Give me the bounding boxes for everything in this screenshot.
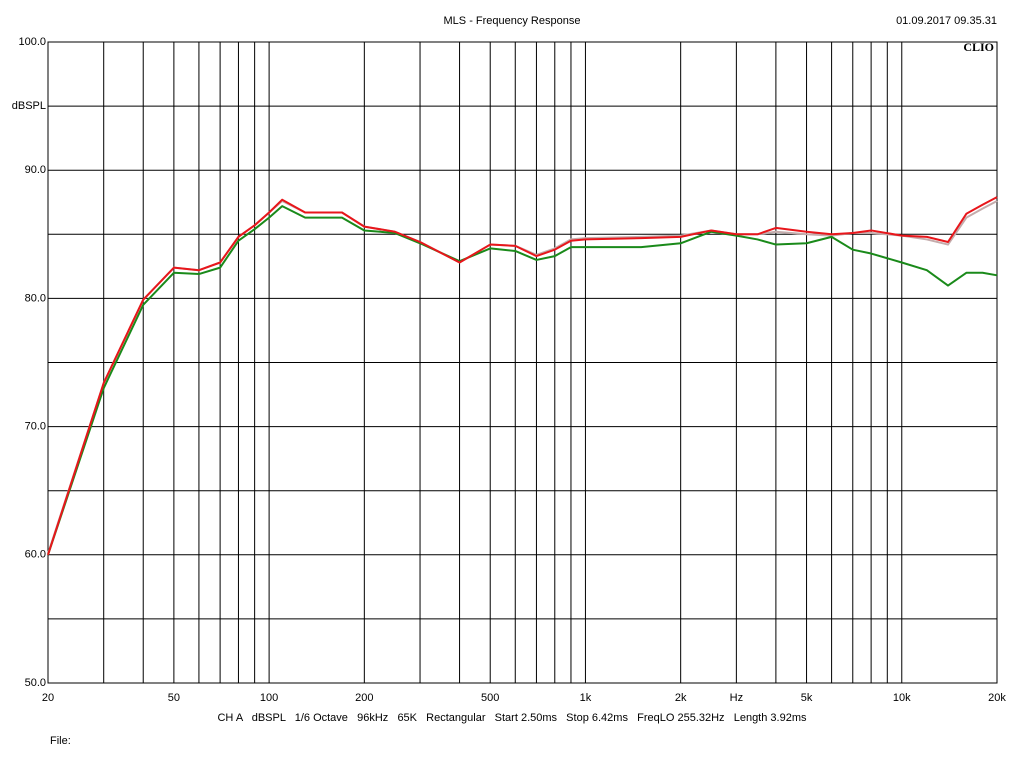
y-axis-label: dBSPL xyxy=(12,100,46,112)
file-label: File: xyxy=(50,735,71,747)
y-tick-label: 50.0 xyxy=(25,677,46,689)
y-tick-label: 100.0 xyxy=(18,36,46,48)
series-line xyxy=(47,196,998,556)
timestamp: 01.09.2017 09.35.31 xyxy=(896,15,997,27)
x-tick-label: 50 xyxy=(168,692,180,704)
x-tick-label: 10k xyxy=(893,692,911,704)
x-tick-label: 20k xyxy=(988,692,1006,704)
x-tick-label: 2k xyxy=(675,692,687,704)
y-tick-label: 80.0 xyxy=(25,292,46,304)
logo: CLIO xyxy=(963,40,994,54)
chart-title: MLS - Frequency Response xyxy=(444,15,581,27)
x-tick-label: 5k xyxy=(801,692,813,704)
footer: CH A dBSPL 1/6 Octave 96kHz 65K Rectangu… xyxy=(217,712,807,724)
x-tick-label: 100 xyxy=(260,692,278,704)
series-line xyxy=(47,205,998,556)
x-tick-label: 200 xyxy=(355,692,373,704)
y-tick-label: 60.0 xyxy=(25,549,46,561)
y-tick-label: 90.0 xyxy=(25,164,46,176)
x-tick-label: 20 xyxy=(42,692,54,704)
x-tick-label: 500 xyxy=(481,692,499,704)
plot-border xyxy=(47,41,998,684)
y-tick-label: 70.0 xyxy=(25,421,46,433)
x-tick-label: 1k xyxy=(580,692,592,704)
x-tick-label: Hz xyxy=(730,692,743,704)
